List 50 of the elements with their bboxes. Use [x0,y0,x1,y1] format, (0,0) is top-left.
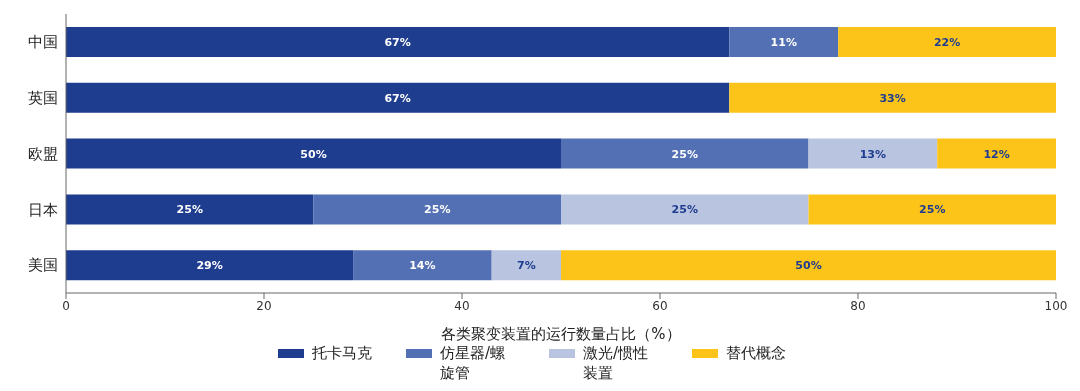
x-tick-label: 40 [454,298,470,313]
data-label: 25% [424,203,451,217]
bar [66,250,354,281]
data-label: 11% [770,36,797,49]
bar [66,27,730,57]
bar [561,194,809,225]
data-label: 12% [983,147,1010,161]
x-tick-label: 20 [256,298,272,313]
data-label: 22% [933,36,961,49]
bar [66,194,314,225]
data-label: 29% [196,259,223,273]
bar [808,138,938,169]
bar [729,82,1056,113]
data-label: 25% [176,203,203,217]
legend-label: 仿星器/螺旋管 [440,343,507,383]
x-tick-label: 100 [1044,298,1068,313]
data-label: 25% [671,203,698,217]
data-label: 25% [671,147,698,161]
legend-label: 托卡马克 [312,343,372,363]
data-label: 14% [409,259,436,273]
bar [66,82,730,113]
bar [937,138,1056,169]
data-label: 25% [919,203,946,217]
bar [729,27,839,57]
data-label: 67% [384,36,411,49]
data-label: 50% [795,259,822,273]
x-axis-title: 各类聚变装置的运行数量占比（%） [441,325,681,343]
x-tick-label: 60 [652,298,668,313]
y-tick-label: 英国 [28,89,58,108]
bar [838,27,1056,57]
data-label: 33% [879,91,906,105]
data-label: 13% [859,147,887,161]
bar [561,250,1056,281]
y-tick-label: 美国 [28,256,58,275]
legend-label: 激光/惯性装置 [583,343,650,383]
bar [491,250,561,281]
y-tick-label: 日本 [28,200,58,219]
bar [313,194,561,225]
y-tick-label: 欧盟 [28,144,58,163]
bar [808,194,1056,225]
y-tick-label: 中国 [28,33,58,52]
legend-label: 替代概念 [726,343,786,363]
bar [66,138,561,169]
data-label: 67% [384,91,411,105]
bar [561,138,809,169]
bar [353,250,492,281]
x-tick-label: 0 [62,298,70,313]
x-tick-label: 80 [850,298,866,313]
data-label: 7% [517,259,536,273]
data-label: 50% [300,147,327,161]
